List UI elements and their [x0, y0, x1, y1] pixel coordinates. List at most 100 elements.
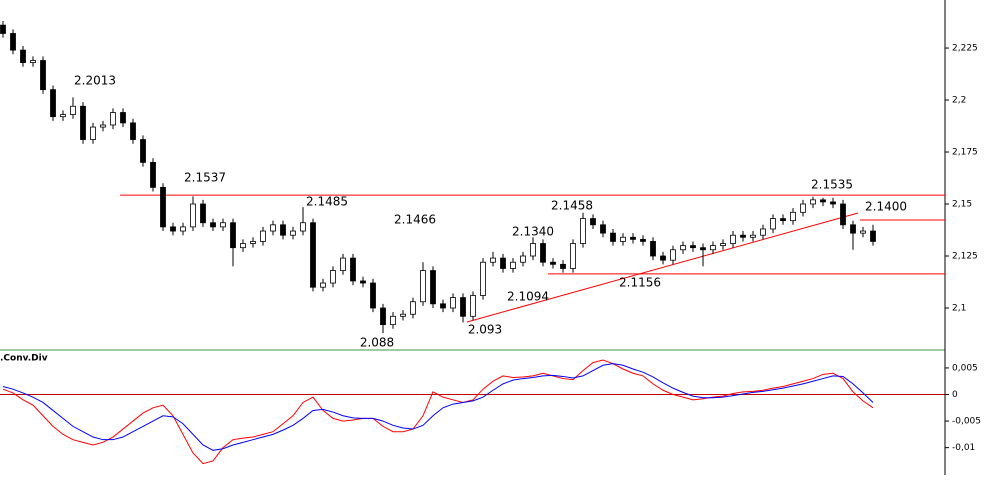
indicator-label: .Conv.Div	[0, 354, 48, 364]
candle-body	[210, 222, 216, 228]
candle-body	[870, 230, 876, 242]
candle-body	[140, 139, 146, 163]
candle-body	[810, 199, 816, 205]
y-tick-label: 2,125	[952, 252, 978, 262]
candle-body	[450, 297, 456, 309]
candle-body	[430, 270, 436, 305]
candle-body	[390, 315, 396, 326]
candle-body	[360, 280, 366, 284]
candle-body	[150, 162, 156, 188]
candle-body	[190, 203, 196, 228]
candle-body	[630, 236, 636, 240]
candle-body	[750, 234, 756, 238]
candle-body	[530, 243, 536, 257]
price-annotation: 2.1458	[551, 199, 593, 213]
price-annotation: 2.093	[468, 323, 502, 337]
candle-body	[520, 255, 526, 263]
candle-body	[760, 228, 766, 236]
candle-body	[740, 234, 746, 238]
candle-body	[660, 255, 666, 261]
candle-body	[250, 241, 256, 244]
candle-body	[640, 238, 646, 242]
price-annotation: 2.1535	[811, 178, 853, 192]
candle-body	[270, 224, 276, 232]
price-annotation: 2.1094	[507, 290, 549, 304]
candle-body	[330, 270, 336, 284]
y-tick-label: 2,2	[952, 96, 966, 106]
candle-body	[280, 224, 286, 236]
y-tick-label: -0,005	[952, 417, 981, 427]
candle-body	[100, 124, 106, 128]
candle-body	[860, 230, 866, 234]
candle-body	[410, 301, 416, 315]
candle-body	[590, 218, 596, 226]
candle-body	[220, 222, 226, 228]
price-annotation: 2.1340	[512, 225, 554, 239]
candle-body	[490, 257, 496, 263]
candle-body	[320, 282, 326, 288]
candle-body	[370, 282, 376, 309]
price-annotation: 2.1466	[394, 213, 436, 227]
candle-body	[720, 243, 726, 247]
candle-body	[790, 211, 796, 222]
candle-body	[230, 222, 236, 249]
candle-body	[260, 230, 266, 242]
candle-body	[10, 33, 16, 51]
candle-body	[580, 218, 586, 244]
candle-body	[710, 245, 716, 251]
candle-body	[50, 89, 56, 118]
candle-body	[0, 24, 6, 34]
candle-body	[460, 297, 466, 317]
candle-body	[80, 105, 86, 140]
candle-body	[540, 243, 546, 263]
candle-body	[350, 257, 356, 282]
candle-body	[850, 224, 856, 234]
candle-body	[690, 245, 696, 249]
candle-body	[780, 218, 786, 222]
candle-body	[290, 230, 296, 236]
candle-body	[560, 263, 566, 269]
candle-body	[340, 257, 346, 271]
candle-body	[160, 186, 166, 228]
candle-body	[680, 245, 686, 251]
candle-body	[650, 241, 656, 257]
candle-body	[200, 203, 206, 224]
candle-body	[510, 261, 516, 269]
candle-body	[240, 243, 246, 249]
candle-body	[600, 224, 606, 234]
y-tick-label: 2,225	[952, 44, 978, 54]
candle-body	[420, 270, 426, 303]
candle-body	[380, 307, 386, 326]
candle-body	[730, 234, 736, 244]
candle-body	[70, 105, 76, 115]
trend-line	[466, 212, 859, 323]
price-annotation: 2.2013	[74, 74, 116, 88]
price-annotation: 2.1156	[619, 276, 661, 290]
candle-body	[610, 232, 616, 242]
y-tick-label: 0,005	[952, 363, 978, 373]
candle-body	[840, 203, 846, 226]
candle-body	[310, 222, 316, 288]
candle-body	[770, 218, 776, 230]
candle-body	[170, 226, 176, 232]
candle-body	[110, 112, 116, 126]
candle-body	[120, 112, 126, 124]
candle-body	[180, 226, 186, 232]
price-annotation: 2.088	[360, 336, 394, 350]
price-annotation: 2.1400	[865, 200, 907, 214]
candle-body	[570, 243, 576, 269]
candle-body	[30, 60, 36, 63]
candle-body	[800, 203, 806, 213]
candle-body	[60, 114, 66, 118]
price-annotation: 2.1537	[184, 171, 226, 185]
candle-body	[670, 249, 676, 261]
y-tick-label: -0,01	[952, 443, 975, 453]
candle-body	[830, 201, 836, 205]
candle-body	[500, 257, 506, 269]
candle-body	[480, 261, 486, 296]
candle-body	[400, 313, 406, 317]
y-tick-label: 2,15	[952, 200, 972, 210]
indicator-line	[2, 363, 874, 451]
candle-body	[20, 49, 26, 63]
